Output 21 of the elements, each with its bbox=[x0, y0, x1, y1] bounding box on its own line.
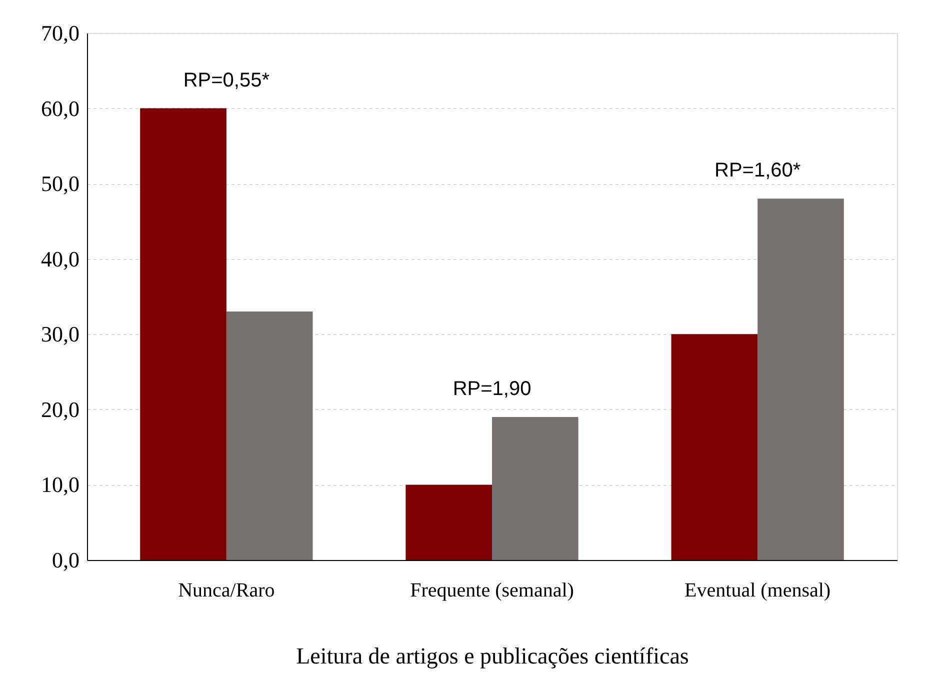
annotation: RP=1,90 bbox=[452, 378, 532, 400]
bar bbox=[406, 484, 492, 560]
y-tick-label: 30,0 bbox=[41, 322, 80, 347]
bar bbox=[671, 334, 758, 560]
x-tick-label: Nunca/Raro bbox=[178, 580, 275, 602]
annotation: RP=1,60* bbox=[714, 160, 801, 182]
bar bbox=[758, 198, 844, 560]
bar bbox=[140, 108, 226, 560]
y-tick-label: 20,0 bbox=[41, 396, 80, 422]
annotation: RP=0,55* bbox=[183, 69, 270, 92]
x-axis-title: Leitura de artigos e publicações científicas bbox=[296, 644, 689, 668]
y-tick-label: 10,0 bbox=[41, 472, 80, 498]
y-tick-label: 0,0 bbox=[52, 548, 80, 572]
y-tick-label: 70,0 bbox=[41, 20, 80, 46]
y-tick-label: 40,0 bbox=[41, 246, 80, 272]
bar bbox=[226, 312, 313, 560]
y-tick-label: 60,0 bbox=[41, 96, 80, 121]
bar bbox=[492, 416, 578, 560]
x-tick-label: Frequente (semanal) bbox=[410, 580, 574, 602]
x-tick-label: Eventual (mensal) bbox=[684, 580, 831, 602]
y-tick-label: 50,0 bbox=[41, 171, 80, 196]
